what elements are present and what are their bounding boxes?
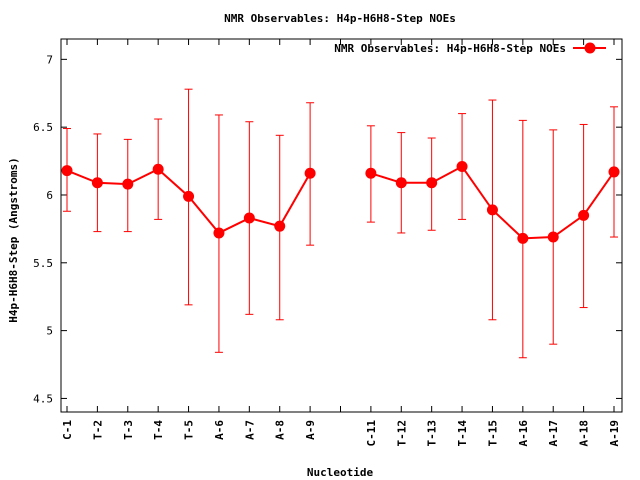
y-axis-label: H4p-H6H8-Step (Angstroms) bbox=[7, 157, 20, 323]
x-tick-label: T-4 bbox=[152, 420, 165, 440]
data-points bbox=[61, 160, 620, 244]
legend-marker bbox=[584, 42, 596, 54]
data-point bbox=[183, 190, 195, 202]
data-point bbox=[213, 227, 225, 239]
x-tick-label: A-8 bbox=[274, 420, 287, 440]
y-tick-label: 5 bbox=[46, 325, 53, 338]
data-point bbox=[152, 163, 164, 175]
data-point bbox=[91, 177, 103, 189]
x-tick-label: T-2 bbox=[91, 420, 104, 440]
data-point bbox=[608, 166, 620, 178]
x-tick-label: A-17 bbox=[547, 420, 560, 447]
series-lines bbox=[66, 165, 615, 240]
x-tick-label: A-18 bbox=[578, 420, 591, 447]
y-tick-label: 6 bbox=[46, 189, 53, 202]
x-axis-label: Nucleotide bbox=[307, 466, 374, 479]
x-tick-label: C-1 bbox=[61, 420, 74, 440]
data-point bbox=[456, 160, 468, 172]
x-tick-label: C-11 bbox=[365, 420, 378, 447]
x-tick-label: A-19 bbox=[608, 420, 621, 447]
x-tick-label: T-13 bbox=[426, 420, 439, 447]
x-tick-label: A-6 bbox=[213, 420, 226, 440]
data-point bbox=[426, 177, 438, 189]
x-tick-label: T-14 bbox=[456, 420, 469, 447]
data-point bbox=[547, 231, 559, 243]
data-point bbox=[122, 178, 134, 190]
data-point bbox=[243, 212, 255, 224]
x-tick-label: T-12 bbox=[395, 420, 408, 447]
chart-title: NMR Observables: H4p-H6H8-Step NOEs bbox=[224, 12, 456, 25]
error-bars bbox=[63, 88, 618, 359]
x-tick-label: A-9 bbox=[304, 420, 317, 440]
data-point bbox=[61, 165, 73, 177]
x-tick-label: T-3 bbox=[122, 420, 135, 440]
data-point bbox=[304, 167, 316, 179]
plot-frame bbox=[60, 38, 623, 413]
data-point bbox=[274, 220, 286, 232]
legend: NMR Observables: H4p-H6H8-Step NOEs bbox=[334, 42, 606, 55]
y-axis: 4.5 5 5.5 6 6.5 7 bbox=[33, 53, 622, 405]
y-tick-label: 4.5 bbox=[33, 392, 53, 405]
x-tick-label: T-15 bbox=[486, 420, 499, 447]
legend-label: NMR Observables: H4p-H6H8-Step NOEs bbox=[334, 42, 566, 55]
x-tick-label: A-7 bbox=[243, 420, 256, 440]
y-tick-label: 7 bbox=[46, 53, 53, 66]
data-point bbox=[578, 209, 590, 221]
x-axis: C-1 T-2 T-3 T-4 T-5 A-6 A-7 A-8 A-9 C-11 T-12 T-13 T… bbox=[61, 39, 621, 447]
x-tick-label: A-16 bbox=[517, 420, 530, 447]
data-point bbox=[365, 167, 377, 179]
data-point bbox=[517, 232, 529, 244]
data-point bbox=[395, 177, 407, 189]
y-tick-label: 6.5 bbox=[33, 121, 53, 134]
x-tick-label: T-5 bbox=[183, 420, 196, 440]
data-point bbox=[486, 204, 498, 216]
y-tick-label: 5.5 bbox=[33, 257, 53, 270]
